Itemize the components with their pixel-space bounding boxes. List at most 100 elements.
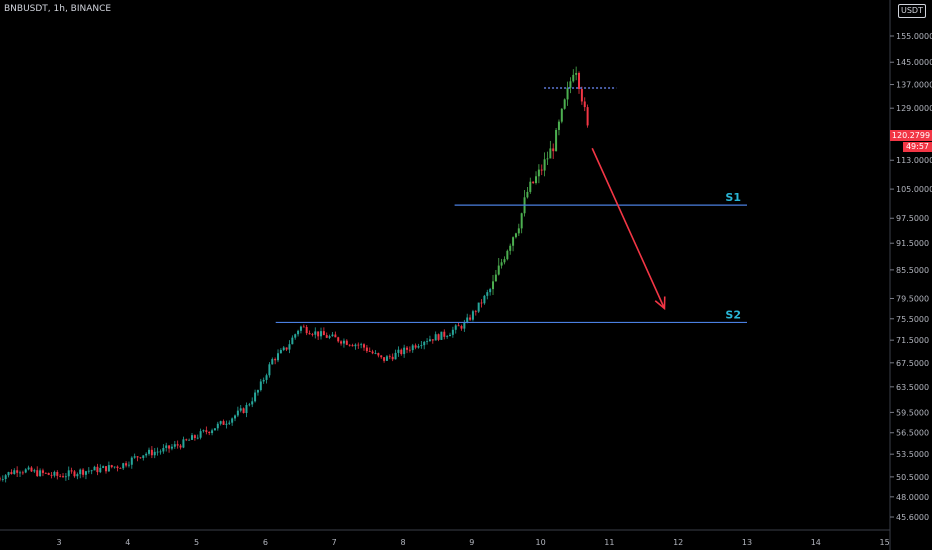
- candle-body: [50, 474, 53, 476]
- candle-body: [317, 331, 320, 337]
- candle-body: [388, 356, 391, 358]
- candle-body: [454, 325, 457, 330]
- candle-body: [107, 465, 110, 472]
- x-tick-label: 12: [673, 538, 683, 547]
- y-tick-label: 56.5000: [896, 429, 929, 438]
- candle-body: [537, 169, 540, 177]
- candle-body: [139, 457, 142, 459]
- candle-body: [33, 470, 36, 472]
- candle-body: [254, 392, 257, 402]
- candle-body: [216, 423, 219, 429]
- candle-body: [76, 474, 79, 477]
- candle-body: [277, 353, 280, 361]
- candle-body: [159, 451, 162, 453]
- y-tick-label: 97.5000: [896, 214, 929, 223]
- candle-body: [440, 331, 443, 340]
- y-tick-label: 155.0000: [896, 32, 932, 41]
- candle-body: [13, 470, 16, 475]
- candle-body: [526, 191, 529, 198]
- candle-body: [360, 344, 363, 346]
- candle-body: [354, 344, 357, 347]
- candle-body: [27, 467, 30, 470]
- candle-body: [546, 158, 549, 160]
- candle-body: [417, 346, 420, 348]
- candle-body: [529, 181, 532, 192]
- x-tick-label: 14: [811, 538, 821, 547]
- candle-body: [428, 339, 431, 342]
- x-tick-label: 8: [400, 538, 405, 547]
- candle-body: [196, 437, 199, 439]
- candle-body: [471, 311, 474, 320]
- candle-body: [133, 456, 136, 458]
- candle-body: [24, 469, 27, 473]
- candle-body: [282, 347, 285, 351]
- candle-body: [500, 262, 503, 266]
- candle-body: [460, 326, 463, 329]
- candle-body: [93, 466, 96, 471]
- candle-body: [469, 317, 472, 320]
- candle-body: [102, 466, 105, 468]
- candle-body: [486, 292, 489, 296]
- x-tick-label: 15: [880, 538, 890, 547]
- candle-body: [434, 334, 437, 341]
- candle-body: [153, 451, 156, 456]
- candle-body: [96, 466, 99, 473]
- currency-button[interactable]: USDT: [898, 4, 926, 18]
- support-levels: S1 S2: [275, 87, 747, 324]
- candle-body: [560, 108, 563, 122]
- x-tick-label: 10: [536, 538, 546, 547]
- candle-body: [443, 331, 446, 337]
- candle-body: [142, 455, 145, 458]
- candle-body: [285, 347, 288, 350]
- candle-body: [185, 439, 188, 441]
- candle-body: [262, 379, 265, 382]
- candle-body: [294, 334, 297, 338]
- candle-body: [457, 325, 460, 327]
- x-tick-label: 11: [604, 538, 614, 547]
- candle-body: [64, 476, 67, 478]
- y-tick-label: 45.6000: [896, 513, 929, 522]
- y-tick-label: 50.5000: [896, 473, 929, 482]
- candle-body: [368, 351, 371, 352]
- x-tick-label: 3: [56, 538, 61, 547]
- forecast-arrow-head: [654, 296, 666, 311]
- candle-body: [512, 237, 515, 246]
- candle-body: [414, 345, 417, 348]
- candle-body: [179, 445, 182, 448]
- candle-body: [563, 99, 566, 109]
- candle-body: [342, 340, 345, 344]
- candle-body: [575, 72, 578, 75]
- candle-body: [572, 74, 575, 82]
- candle-body: [202, 430, 205, 432]
- candle-body: [170, 446, 173, 449]
- candle-body: [73, 471, 76, 477]
- y-tick-label: 85.5000: [896, 266, 929, 275]
- candle-body: [136, 456, 139, 458]
- candle-body: [320, 331, 323, 337]
- candle-body: [580, 88, 583, 102]
- candle-body: [225, 423, 228, 425]
- candle-body: [16, 470, 19, 473]
- candle-body: [483, 295, 486, 304]
- candle-body: [70, 470, 73, 472]
- candle-body: [494, 274, 497, 282]
- candle-body: [394, 352, 397, 360]
- candle-body: [168, 445, 171, 449]
- candle-body: [173, 444, 176, 447]
- candle-body: [474, 311, 477, 313]
- y-tick-label: 48.0000: [896, 493, 929, 502]
- candle-body: [82, 469, 85, 475]
- candle-body: [363, 344, 366, 348]
- candle-body: [150, 449, 153, 456]
- candle-body: [245, 405, 248, 413]
- candle-body: [211, 430, 214, 434]
- candle-body: [288, 344, 291, 350]
- candle-body: [420, 345, 423, 347]
- candle-body: [520, 213, 523, 229]
- candle-body: [59, 475, 62, 477]
- candle-body: [583, 101, 586, 108]
- candle-body: [279, 350, 282, 354]
- candle-body: [437, 334, 440, 340]
- candle-body: [403, 347, 406, 355]
